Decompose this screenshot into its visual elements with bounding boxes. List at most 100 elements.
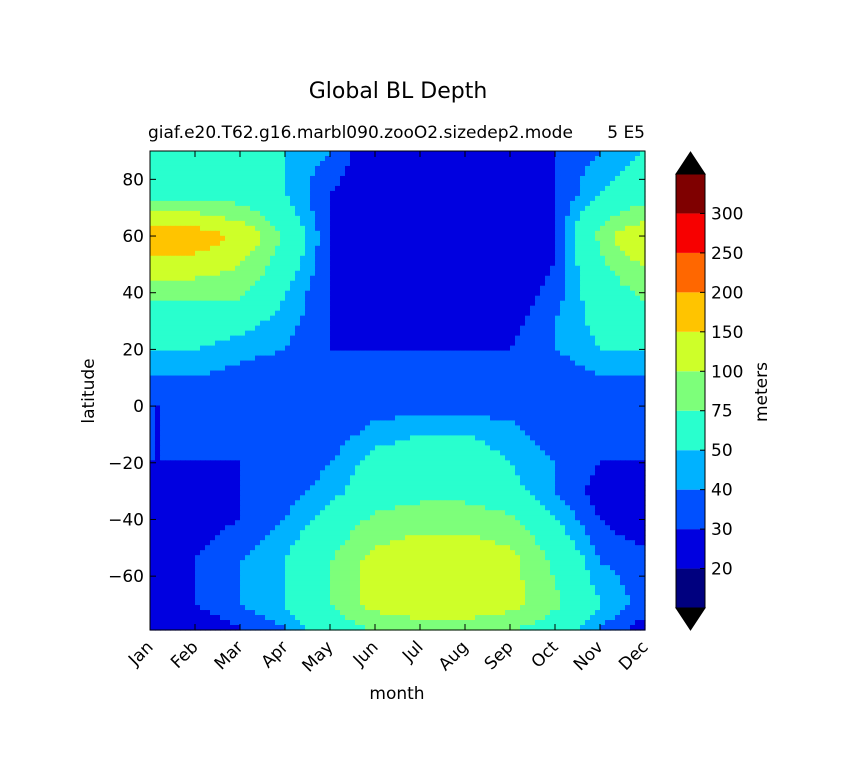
contour-cell xyxy=(465,335,471,342)
contour-cell xyxy=(280,290,286,297)
contour-cell xyxy=(465,190,471,197)
contour-cell xyxy=(595,210,601,217)
contour-cell xyxy=(160,205,166,212)
contour-cell xyxy=(220,275,226,282)
contour-cell xyxy=(210,260,216,267)
contour-cell xyxy=(585,265,591,272)
contour-cell xyxy=(550,235,556,242)
contour-cell xyxy=(555,295,561,302)
contour-cell xyxy=(530,210,536,217)
contour-cell xyxy=(415,275,421,282)
contour-cell xyxy=(300,320,306,327)
contour-cell xyxy=(245,345,251,352)
contour-cell xyxy=(610,151,616,157)
contour-cell xyxy=(155,225,161,232)
contour-cell xyxy=(490,250,496,257)
contour-cell xyxy=(365,280,371,287)
contour-cell xyxy=(545,190,551,197)
contour-cell xyxy=(295,340,301,347)
contour-cell xyxy=(210,395,216,402)
contour-cell xyxy=(160,155,166,162)
contour-cell xyxy=(425,155,431,162)
contour-cell xyxy=(425,210,431,217)
contour-cell xyxy=(510,320,516,327)
contour-cell xyxy=(270,200,276,207)
contour-cell xyxy=(400,160,406,167)
contour-cell xyxy=(440,290,446,297)
contour-cell xyxy=(405,345,411,352)
contour-cell xyxy=(285,205,291,212)
contour-cell xyxy=(590,380,596,387)
contour-cell xyxy=(600,230,606,237)
contour-cell xyxy=(610,300,616,307)
contour-cell xyxy=(450,220,456,227)
contour-cell xyxy=(225,380,231,387)
contour-cell xyxy=(165,185,171,192)
contour-cell xyxy=(565,175,571,182)
contour-cell xyxy=(295,285,301,292)
contour-cell xyxy=(230,340,236,347)
contour-cell xyxy=(615,240,621,247)
contour-cell xyxy=(210,320,216,327)
contour-cell xyxy=(495,385,501,392)
contour-cell xyxy=(280,300,286,307)
contour-cell xyxy=(485,385,491,392)
contour-cell xyxy=(540,320,546,327)
contour-cell xyxy=(455,215,461,222)
contour-cell xyxy=(540,230,546,237)
contour-cell xyxy=(460,335,466,342)
contour-cell xyxy=(585,275,591,282)
contour-cell xyxy=(345,305,351,312)
contour-cell xyxy=(370,250,376,257)
contour-cell xyxy=(350,220,356,227)
contour-cell xyxy=(345,190,351,197)
contour-cell xyxy=(580,315,586,322)
contour-cell xyxy=(365,225,371,232)
contour-cell xyxy=(215,230,221,237)
contour-cell xyxy=(565,245,571,252)
contour-cell xyxy=(530,370,536,377)
contour-cell xyxy=(285,175,291,182)
contour-cell xyxy=(460,165,466,172)
contour-cell xyxy=(225,370,231,377)
contour-cell xyxy=(515,260,521,267)
contour-cell xyxy=(245,395,251,402)
contour-cell xyxy=(170,225,176,232)
contour-cell xyxy=(370,265,376,272)
contour-cell xyxy=(365,255,371,262)
contour-cell xyxy=(615,315,621,322)
contour-cell xyxy=(535,270,541,277)
contour-cell xyxy=(530,315,536,322)
contour-cell xyxy=(215,225,221,232)
contour-cell xyxy=(215,245,221,252)
contour-cell xyxy=(320,170,326,177)
contour-cell xyxy=(270,255,276,262)
contour-cell xyxy=(495,230,501,237)
contour-cell xyxy=(355,300,361,307)
contour-cell xyxy=(275,305,281,312)
contour-cell xyxy=(520,285,526,292)
contour-cell xyxy=(330,350,336,357)
contour-cell xyxy=(260,155,266,162)
contour-cell xyxy=(205,275,211,282)
contour-cell xyxy=(575,300,581,307)
contour-cell xyxy=(250,395,256,402)
contour-cell xyxy=(415,170,421,177)
contour-cell xyxy=(420,275,426,282)
contour-cell xyxy=(605,340,611,347)
contour-cell xyxy=(510,365,516,372)
contour-cell xyxy=(555,235,561,242)
contour-cell xyxy=(335,155,341,162)
contour-cell xyxy=(265,200,271,207)
contour-cell xyxy=(545,330,551,337)
contour-cell xyxy=(365,300,371,307)
contour-cell xyxy=(240,350,246,357)
contour-cell xyxy=(265,330,271,337)
contour-cell xyxy=(585,360,591,367)
contour-cell xyxy=(325,355,331,362)
contour-cell xyxy=(420,151,426,157)
contour-cell xyxy=(580,360,586,367)
contour-cell xyxy=(535,205,541,212)
contour-cell xyxy=(350,370,356,377)
contour-cell xyxy=(605,335,611,342)
